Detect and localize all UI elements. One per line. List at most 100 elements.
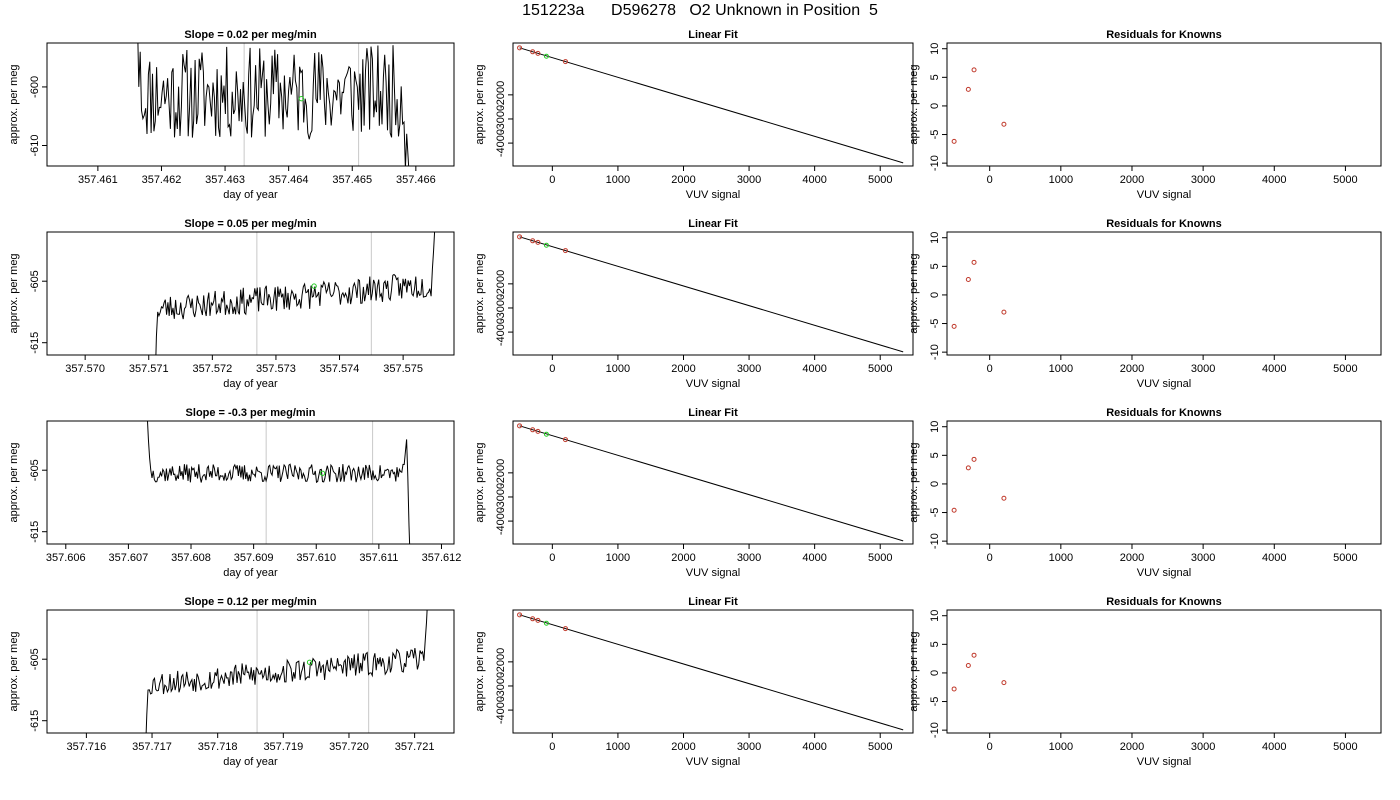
known-point <box>535 617 541 623</box>
known-point <box>530 49 536 55</box>
plot-area <box>951 259 1007 329</box>
y-tick-label: -10 <box>929 344 941 360</box>
y-tick-label: -600 <box>29 76 41 98</box>
y-tick-label: -605 <box>29 648 41 670</box>
plot-area <box>951 67 1007 144</box>
y-tick-label: -4000 <box>495 507 507 535</box>
x-tick-label: 357.611 <box>359 552 398 564</box>
x-tick-label: 1000 <box>606 552 630 564</box>
fit-line <box>519 425 904 542</box>
y-tick-label: -615 <box>29 332 41 354</box>
x-axis-label: VUV signal <box>1137 567 1191 579</box>
x-tick-label: 357.719 <box>263 741 303 753</box>
chart-panel-fit-4: Linear Fit 0 1000 2000 3000 4000 5000 -2000-300… <box>474 596 914 768</box>
x-tick-label: 3000 <box>1191 741 1215 753</box>
x-axis-label: day of year <box>223 756 278 768</box>
series-line <box>146 421 411 544</box>
plot-area <box>951 456 1007 513</box>
x-tick-label: 0 <box>549 741 555 753</box>
x-tick-label: 357.716 <box>67 741 107 753</box>
x-tick-label: 2000 <box>1120 363 1144 375</box>
x-tick-label: 357.608 <box>171 552 211 564</box>
x-axis-label: VUV signal <box>686 756 740 768</box>
unknown-mean-point <box>319 470 326 476</box>
y-axis-label: approx. per meg <box>8 64 20 144</box>
x-tick-label: 357.461 <box>78 174 118 186</box>
x-tick-label: 5000 <box>1333 174 1357 186</box>
unknown-point <box>543 242 549 248</box>
plot-frame <box>46 420 455 545</box>
x-tick-label: 3000 <box>1191 174 1215 186</box>
plot-area <box>145 610 428 733</box>
plot-area <box>155 232 436 355</box>
known-point <box>535 50 541 56</box>
y-axis-label: approx. per meg <box>474 442 486 522</box>
x-tick-label: 357.606 <box>46 552 86 564</box>
x-tick-label: 1000 <box>606 363 630 375</box>
x-axis-label: VUV signal <box>686 567 740 579</box>
known-point <box>517 45 523 51</box>
x-tick-label: 357.571 <box>129 363 169 375</box>
residual-point <box>965 276 971 282</box>
y-tick-label: -605 <box>29 459 41 481</box>
x-tick-label: 0 <box>549 552 555 564</box>
plot-area <box>517 234 904 353</box>
x-tick-label: 4000 <box>802 552 826 564</box>
x-tick-label: 0 <box>987 552 993 564</box>
chart-title: Slope = -0.3 per meg/min <box>186 407 316 419</box>
x-tick-label: 1000 <box>1049 741 1073 753</box>
chart-panel-residuals-1: Residuals for Knowns 0 1000 2000 3000 4000 500… <box>908 29 1382 201</box>
y-tick-label: -3000 <box>495 294 507 322</box>
x-tick-label: 357.610 <box>296 552 336 564</box>
chart-title: Residuals for Knowns <box>1106 596 1222 608</box>
residual-point <box>971 67 977 73</box>
y-tick-label: -3000 <box>495 105 507 133</box>
y-tick-label: 0 <box>929 103 941 109</box>
plot-area <box>517 612 904 731</box>
x-tick-label: 5000 <box>868 552 892 564</box>
known-point <box>530 616 536 622</box>
series-line <box>137 43 410 166</box>
x-axis-label: day of year <box>223 378 278 390</box>
residual-point <box>1001 680 1007 686</box>
x-tick-label: 357.720 <box>329 741 369 753</box>
chart-title: Linear Fit <box>688 596 738 608</box>
x-tick-label: 0 <box>549 363 555 375</box>
y-tick-label: -615 <box>29 710 41 732</box>
y-tick-label: -10 <box>929 722 941 738</box>
known-point <box>535 239 541 245</box>
x-tick-label: 2000 <box>671 363 695 375</box>
unknown-point <box>543 53 549 59</box>
known-point <box>517 423 523 429</box>
unknown-mean-point <box>311 283 317 289</box>
x-tick-label: 0 <box>549 174 555 186</box>
y-tick-label: -4000 <box>495 129 507 157</box>
x-axis-label: VUV signal <box>686 189 740 201</box>
y-tick-label: -2000 <box>495 648 507 676</box>
x-tick-label: 2000 <box>1120 174 1144 186</box>
y-tick-label: 10 <box>929 421 941 433</box>
y-axis-label: approx. per meg <box>8 442 20 522</box>
x-tick-label: 5000 <box>868 363 892 375</box>
x-tick-label: 3000 <box>1191 363 1215 375</box>
plot-frame <box>46 609 455 734</box>
x-tick-label: 1000 <box>1049 174 1073 186</box>
known-point <box>530 238 536 244</box>
y-tick-label: -4000 <box>495 318 507 346</box>
x-tick-label: 0 <box>987 363 993 375</box>
plot-frame <box>512 609 914 734</box>
chart-title: Slope = 0.05 per meg/min <box>184 218 317 230</box>
chart-panel-residuals-3: Residuals for Knowns 0 1000 2000 3000 4000 500… <box>908 407 1382 579</box>
plot-frame <box>512 231 914 356</box>
y-tick-label: 0 <box>929 670 941 676</box>
y-tick-label: -4000 <box>495 696 507 724</box>
x-tick-label: 4000 <box>1262 174 1286 186</box>
x-tick-label: 2000 <box>671 174 695 186</box>
x-axis-label: day of year <box>223 567 278 579</box>
x-tick-label: 357.464 <box>269 174 309 186</box>
y-tick-label: -3000 <box>495 672 507 700</box>
x-tick-label: 3000 <box>737 363 761 375</box>
residual-point <box>951 686 957 692</box>
y-axis-label: approx. per meg <box>908 253 920 333</box>
